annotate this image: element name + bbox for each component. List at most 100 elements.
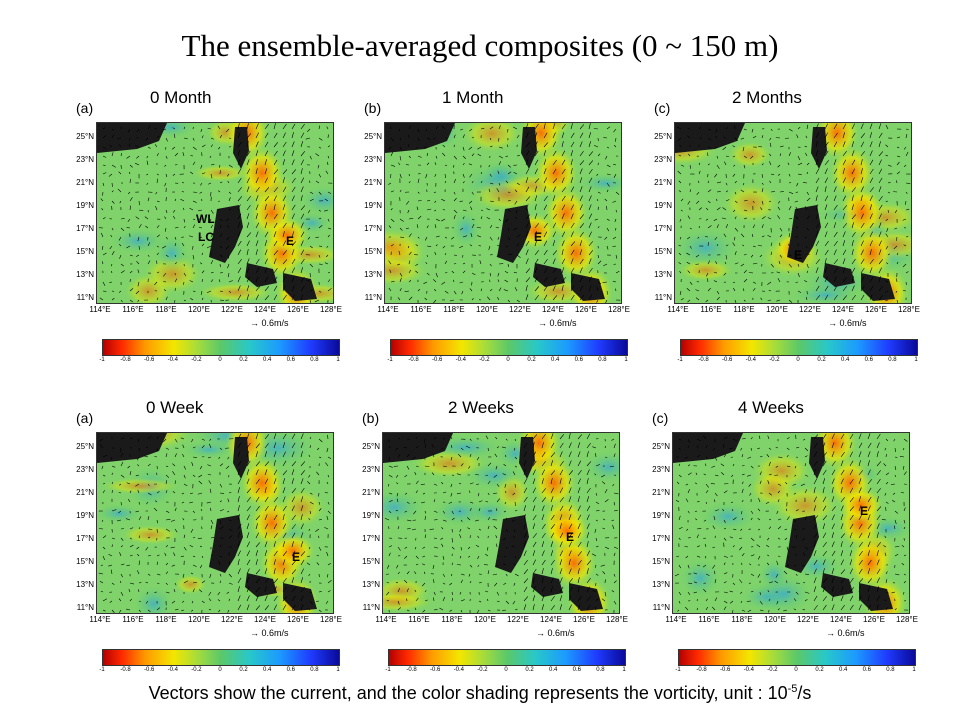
- current-vector: [752, 224, 756, 229]
- current-vector: [885, 579, 888, 584]
- current-vector: [588, 132, 592, 139]
- longitude-tick-label: 126°E: [287, 615, 309, 624]
- current-vector: [255, 222, 260, 229]
- current-vector: [613, 492, 619, 495]
- current-vector: [135, 483, 140, 487]
- current-vector: [878, 231, 882, 238]
- current-vector: [514, 509, 518, 512]
- current-vector: [543, 159, 547, 166]
- vorticity-colorbar: [102, 339, 340, 356]
- colorbar-tick-label: -1: [387, 357, 393, 363]
- current-vector: [725, 199, 730, 202]
- current-vector: [450, 492, 453, 497]
- current-vector: [264, 532, 268, 539]
- longitude-tick-label: 114°E: [375, 615, 397, 624]
- current-vector: [613, 163, 617, 166]
- current-vector: [390, 137, 394, 142]
- current-vector: [597, 180, 600, 184]
- current-vector: [102, 281, 106, 286]
- current-vector: [568, 487, 572, 494]
- current-vector: [579, 160, 585, 166]
- current-vector: [743, 299, 746, 302]
- current-vector: [300, 586, 305, 593]
- current-vector: [192, 200, 197, 203]
- current-vector: [514, 438, 516, 441]
- current-vector: [246, 559, 251, 566]
- current-vector: [903, 244, 907, 247]
- current-vector: [309, 191, 314, 194]
- current-vector: [138, 582, 142, 584]
- current-vector: [605, 155, 608, 160]
- current-vector: [777, 173, 781, 176]
- current-vector: [192, 146, 197, 150]
- current-vector: [761, 200, 764, 205]
- current-vector: [592, 553, 597, 557]
- current-vector: [237, 204, 241, 211]
- current-vector: [815, 249, 819, 256]
- current-vector: [433, 608, 438, 611]
- current-vector: [282, 159, 285, 166]
- current-vector: [595, 501, 600, 505]
- current-vector: [588, 168, 593, 175]
- current-vector: [156, 436, 160, 440]
- current-vector: [300, 231, 305, 238]
- current-vector: [407, 144, 410, 148]
- current-vector: [680, 298, 684, 301]
- current-vector: [858, 478, 862, 485]
- current-vector: [255, 443, 261, 449]
- current-vector: [842, 223, 847, 229]
- eddy-core: [545, 513, 589, 549]
- current-vector: [525, 285, 528, 292]
- current-vector: [869, 240, 873, 247]
- current-vector: [561, 123, 566, 130]
- current-vector: [145, 546, 149, 551]
- current-vector: [687, 472, 692, 476]
- mindanao-island: [283, 273, 317, 301]
- current-vector: [165, 465, 169, 467]
- current-vector: [441, 218, 446, 222]
- current-vector: [741, 454, 744, 458]
- current-vector: [100, 198, 104, 202]
- current-vector: [110, 234, 113, 238]
- current-vector: [813, 541, 816, 548]
- longitude-tick-label: 128°E: [608, 305, 630, 314]
- current-vector: [255, 532, 259, 539]
- current-vector: [586, 523, 590, 530]
- current-vector: [743, 253, 747, 256]
- current-vector: [824, 267, 828, 274]
- current-vector: [317, 447, 320, 451]
- current-vector: [770, 173, 775, 176]
- longitude-tick-label: 122°E: [507, 615, 529, 624]
- current-vector: [246, 258, 250, 265]
- current-vector: [218, 609, 221, 613]
- current-vector: [523, 487, 528, 494]
- current-vector: [513, 447, 516, 451]
- current-vector: [282, 259, 288, 265]
- current-vector: [523, 586, 528, 593]
- current-vector: [110, 456, 113, 460]
- current-vector: [761, 188, 764, 193]
- longitude-tick-label: 120°E: [764, 615, 786, 624]
- current-vector: [768, 598, 771, 602]
- current-vector: [264, 258, 268, 265]
- current-vector: [894, 474, 896, 478]
- current-vector: [586, 532, 590, 539]
- current-vector: [577, 604, 581, 611]
- current-vector: [501, 446, 507, 449]
- current-vector: [398, 250, 401, 256]
- current-vector: [111, 134, 114, 139]
- current-vector: [505, 600, 510, 605]
- current-vector: [201, 135, 204, 139]
- current-vector: [111, 251, 115, 256]
- current-vector: [552, 204, 556, 211]
- current-vector: [505, 438, 508, 441]
- current-vector: [471, 218, 475, 221]
- current-vector: [840, 541, 843, 548]
- current-vector: [788, 128, 793, 132]
- current-vector: [612, 483, 615, 487]
- current-vector: [219, 519, 222, 525]
- latitude-tick-label: 23°N: [652, 465, 670, 474]
- current-vector: [264, 434, 270, 440]
- figure-caption: Vectors show the current, and the color …: [148, 683, 812, 703]
- current-vector: [477, 535, 480, 539]
